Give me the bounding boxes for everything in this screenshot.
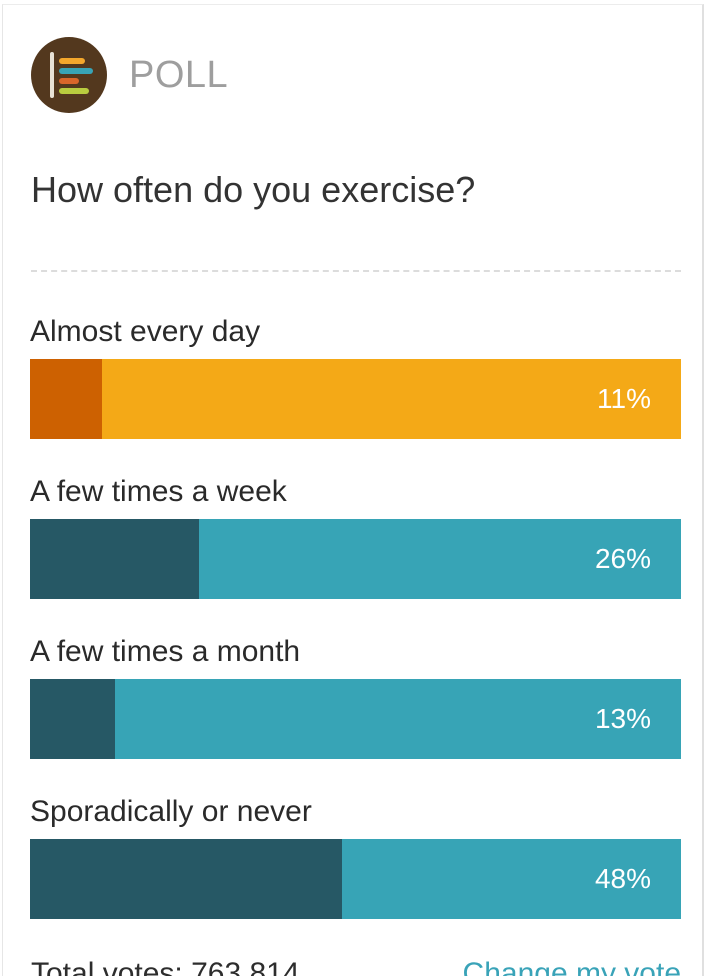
result-bar-fill (30, 839, 343, 919)
result-bar: 11% (30, 359, 681, 439)
result-percentage: 13% (594, 703, 651, 734)
option-label: A few times a month (30, 635, 301, 668)
result-percentage: 48% (594, 863, 651, 894)
result-bar: 48% (30, 839, 681, 919)
option-label: Almost every day (30, 315, 261, 348)
result-bar-fill (30, 519, 200, 599)
poll-header: POLL (31, 35, 228, 115)
result-percentage: 26% (594, 543, 651, 574)
result-bar: 26% (30, 519, 681, 599)
poll-label: POLL (129, 53, 229, 96)
poll-option[interactable]: Almost every day 11% (30, 315, 681, 439)
poll-option[interactable]: A few times a week 26% (30, 475, 681, 599)
poll-option[interactable]: Sporadically or never 48% (30, 795, 681, 919)
poll-footer: Total votes: 763,814 Change my vote (31, 957, 681, 976)
poll-logo-icon (31, 37, 107, 113)
poll-question: How often do you exercise? (31, 169, 476, 210)
result-bar-fill (30, 679, 115, 759)
total-votes: Total votes: 763,814 (31, 957, 300, 976)
poll-option[interactable]: A few times a month 13% (30, 635, 681, 759)
result-bar: 13% (30, 679, 681, 759)
result-percentage: 11% (597, 383, 651, 414)
option-label: A few times a week (30, 475, 287, 508)
divider (31, 270, 681, 272)
poll-card: POLL How often do you exercise? Almost e… (2, 4, 704, 976)
result-bar-fill (30, 359, 102, 439)
option-label: Sporadically or never (30, 795, 312, 828)
change-vote-link[interactable]: Change my vote (462, 957, 681, 976)
